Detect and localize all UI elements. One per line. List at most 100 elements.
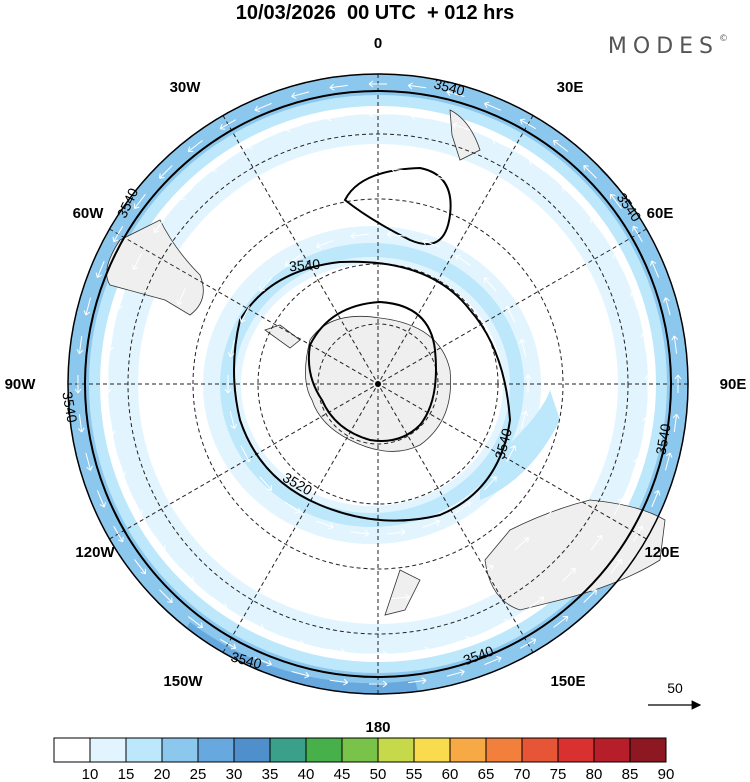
wind-vector-arrow xyxy=(553,140,569,152)
wind-vector-arrow xyxy=(590,534,603,551)
wind-vector-arrow xyxy=(614,498,625,515)
wind-vector-arrow xyxy=(583,165,597,179)
brand-logo: MODES© xyxy=(608,34,728,59)
colorbar-tick-label: 75 xyxy=(550,766,567,782)
wind-vector-arrow xyxy=(316,520,334,530)
wind-vector-arrow xyxy=(165,419,173,438)
wind-vector-arrow xyxy=(410,113,430,120)
colorbar-swatch xyxy=(521,737,559,763)
wind-vector-arrow xyxy=(546,502,558,518)
wind-vector-arrow xyxy=(326,114,345,122)
longitude-label: 0 xyxy=(374,35,382,52)
colorbar-tick-label: 65 xyxy=(478,766,495,782)
wind-vector-arrow xyxy=(329,83,348,91)
wind-vector-arrow xyxy=(528,159,545,172)
south-america xyxy=(106,219,204,316)
wind-vector-arrow xyxy=(644,374,652,393)
wind-vector-arrow xyxy=(672,413,680,433)
wind-vector-arrow xyxy=(315,240,334,249)
colorbar-tick-label: 30 xyxy=(226,766,243,782)
wind-vector-arrow xyxy=(569,287,579,305)
wind-vector-arrow xyxy=(83,297,92,316)
wind-vector-arrow xyxy=(610,193,622,209)
wind-vector-arrow xyxy=(613,252,624,270)
contour-label: 3540 xyxy=(229,648,263,672)
wind-vector-arrow xyxy=(369,680,388,688)
colorbar-swatch xyxy=(269,737,307,763)
wind-vector-arrow xyxy=(247,620,264,631)
wind-vector-arrow xyxy=(285,123,304,133)
wind-vector-arrow xyxy=(674,374,682,393)
wind-vector-arrow xyxy=(590,217,603,233)
wind-vector-arrow xyxy=(329,678,349,686)
colorbar-swatch xyxy=(341,737,379,763)
jet-max-south xyxy=(180,622,420,694)
antarctic-peninsula xyxy=(264,324,301,349)
wind-vector-arrow xyxy=(477,564,494,576)
wind-vector-arrow xyxy=(629,291,639,310)
wind-vector-arrow xyxy=(96,490,107,508)
wind-vector-arrow xyxy=(452,122,471,131)
colorbar-swatch xyxy=(629,737,667,763)
wind-vector-arrow xyxy=(108,417,116,436)
wind-vector-arrow xyxy=(113,525,124,543)
colorbar-swatch xyxy=(161,737,199,763)
wind-vector-arrow xyxy=(284,255,301,267)
contour-inner-3540 xyxy=(233,260,512,522)
colorbar-tick-label: 85 xyxy=(622,766,639,782)
wind-vector-arrow xyxy=(187,616,203,628)
colorbar-tick-label: 25 xyxy=(190,766,207,782)
wind-vector-arrow xyxy=(546,249,558,266)
wind-vector-arrow xyxy=(180,568,194,582)
wind-vector-arrow xyxy=(229,411,237,430)
south-pole-marker xyxy=(375,381,381,387)
wind-vector-arrow xyxy=(519,638,537,649)
wind-vector-arrow xyxy=(387,528,406,536)
colorbar-tick-label: 55 xyxy=(406,766,423,782)
wind-vector-arrow xyxy=(180,186,194,200)
colorbar-tick-label: 90 xyxy=(658,766,675,782)
colorbar-tick-label: 60 xyxy=(442,766,459,782)
wind-vector-arrow xyxy=(117,458,127,477)
wind-vector-arrow xyxy=(484,101,502,111)
wind-vector-arrow xyxy=(198,250,210,266)
wind-vector-arrow xyxy=(446,669,465,677)
wind-vector-arrow xyxy=(642,416,649,436)
wind-vector-arrow xyxy=(455,501,472,513)
wind-vector-arrow xyxy=(492,619,510,630)
longitude-label: 60W xyxy=(73,205,105,222)
wind-vector-arrow xyxy=(107,332,114,352)
longitude-label: 120W xyxy=(75,544,115,561)
wind-vector-arrow xyxy=(227,339,235,358)
colorbar-tick-label: 70 xyxy=(514,766,531,782)
wind-vector-arrow xyxy=(176,288,186,306)
map-title: 10/03/2026 00 UTC + 012 hrs xyxy=(235,2,515,24)
wind-vector-arrow xyxy=(159,165,173,179)
wind-vector-arrow xyxy=(524,374,532,393)
longitude-label: 90W xyxy=(5,376,37,393)
wind-vector-arrow xyxy=(562,186,576,200)
wind-vector-arrow xyxy=(391,593,410,601)
colorbar-swatch xyxy=(485,737,523,763)
wind-vector-arrow xyxy=(514,537,530,551)
colorbar: 10 15 20 25 30 35 40 45 50 55 60 65 70 75 80 85 90 xyxy=(53,737,675,782)
wind-vector-arrow xyxy=(291,670,310,679)
wind-vector-arrow xyxy=(350,530,370,537)
wind-vector-arrow xyxy=(254,102,272,113)
wind-vector-arrow xyxy=(134,193,146,209)
secondary-band xyxy=(108,114,648,654)
wind-vector-arrow xyxy=(368,110,387,118)
colorbar-swatch xyxy=(125,737,163,763)
wind-vector-arrow xyxy=(112,225,124,243)
wind-vectors xyxy=(74,80,682,688)
wind-vector-arrow xyxy=(74,375,82,394)
colorbar-swatch xyxy=(197,737,235,763)
wind-vector-arrow xyxy=(583,330,591,349)
wind-vector-arrow xyxy=(259,476,273,491)
wind-vector-arrow xyxy=(514,217,529,231)
australia xyxy=(484,499,666,611)
wind-vector-arrow xyxy=(285,501,301,514)
colorbar-swatch xyxy=(377,737,415,763)
wind-vector-arrow xyxy=(386,231,406,238)
